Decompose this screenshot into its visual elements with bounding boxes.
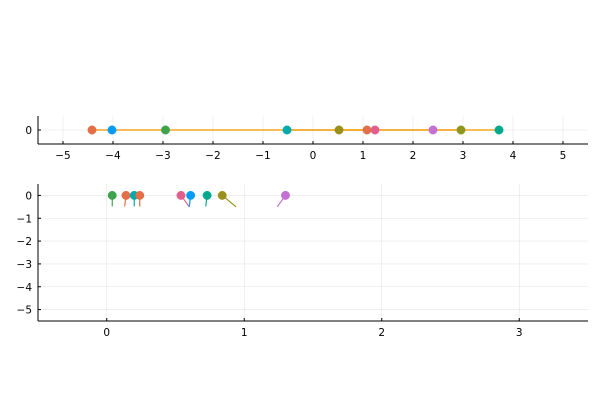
data-point [107,125,117,135]
bottom-panel: 0 1 2 3 0 −1 −2 −3 −4 −5 [17,184,588,339]
x-tick-label: 4 [510,150,517,162]
x-tick-label: 5 [560,150,567,162]
y-tick-label: −1 [17,213,32,225]
data-point [161,125,170,135]
data-point [186,190,196,200]
data-point [362,125,372,135]
x-tick-label: 0 [103,327,110,339]
y-tick-label: 0 [25,125,32,137]
data-point [107,190,117,200]
x-tick-label: −1 [255,150,270,162]
data-point [217,190,227,200]
x-tick-label: −2 [205,150,220,162]
axes [37,184,588,322]
data-point [281,190,290,200]
x-tick-label: −4 [105,150,121,162]
data-point [282,125,292,135]
data-point [202,190,212,200]
y-tick-label: −2 [17,236,32,248]
x-tick-label: −3 [155,150,170,162]
data-point [370,125,380,135]
x-tick-label: 1 [241,327,248,339]
x-tick-label: 1 [360,150,367,162]
data-point [176,190,186,200]
grid [38,184,588,321]
data-point [334,125,344,135]
data-point [494,125,504,135]
data-point [456,125,466,135]
x-tick-label: 3 [516,327,523,339]
x-tick-label: −5 [55,150,70,162]
y-tick-label: 0 [25,190,32,202]
top-panel: −5 −4 −3 −2 −1 0 1 2 3 4 5 0 [25,116,588,162]
y-tick-label: −3 [17,259,32,271]
x-tick-label: 2 [410,150,417,162]
data-point [87,125,97,135]
data-point [428,125,438,135]
data-point [135,190,145,200]
data-point [121,190,131,200]
y-tick-label: −4 [17,282,33,294]
y-tick-label: −5 [17,305,32,317]
x-tick-label: 2 [378,327,385,339]
x-tick-label: 0 [310,150,317,162]
x-tick-label: 3 [460,150,467,162]
